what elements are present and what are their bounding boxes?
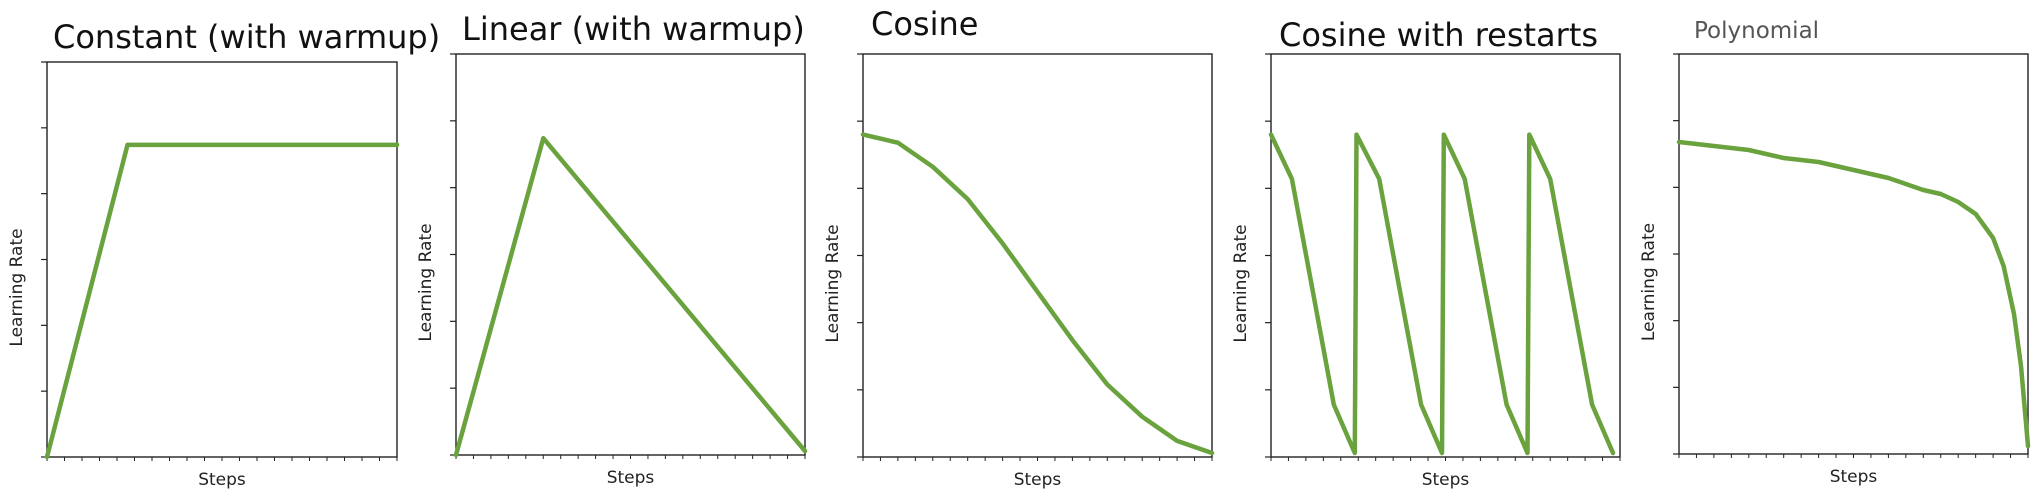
- chart-title: Linear (with warmup): [462, 10, 805, 48]
- y-axis-label: Learning Rate: [7, 228, 27, 346]
- chart-panel-1: Constant (with warmup) Steps Learning Rate: [7, 18, 440, 490]
- x-axis-label: Steps: [607, 468, 655, 488]
- x-axis-label: Steps: [1014, 470, 1062, 490]
- plot-frame: [1678, 53, 2029, 455]
- y-axis-label: Learning Rate: [416, 223, 436, 341]
- y-axis-label: Learning Rate: [1639, 223, 1659, 341]
- series-line: [44, 142, 400, 460]
- series-line: [860, 132, 1215, 456]
- chart-title: Polynomial: [1694, 18, 1819, 44]
- series-line: [453, 135, 808, 458]
- x-axis-label: Steps: [1422, 470, 1470, 490]
- plot-frame: [455, 53, 806, 456]
- x-axis-label: Steps: [1830, 467, 1878, 487]
- chart-title: Constant (with warmup): [53, 18, 440, 56]
- chart-title: Cosine: [871, 5, 978, 43]
- x-axis-label: Steps: [198, 470, 246, 490]
- plot-frame: [862, 53, 1213, 458]
- series-line: [1676, 139, 2031, 449]
- series-line: [1268, 132, 1616, 456]
- chart-panel-2: Linear (with warmup) Steps Learning Rate: [416, 10, 808, 488]
- chart-panel-4: Cosine with restarts Steps Learning Rate: [1231, 16, 1621, 490]
- chart-title: Cosine with restarts: [1279, 16, 1598, 54]
- plot-frame: [1270, 53, 1621, 458]
- y-axis-label: Learning Rate: [1231, 224, 1251, 342]
- y-axis-label: Learning Rate: [823, 224, 843, 342]
- chart-panel-3: Cosine Steps Learning Rate: [823, 5, 1215, 490]
- chart-panel-5: Polynomial Steps Learning Rate: [1639, 18, 2031, 487]
